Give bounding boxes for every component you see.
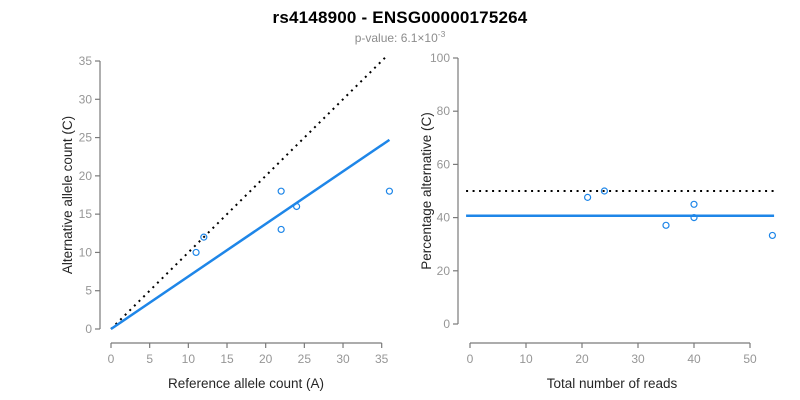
x-tick-label: 30 [631, 352, 645, 366]
y-tick-label: 0 [85, 322, 92, 336]
fit-line [110, 138, 391, 331]
y-tick-label: 20 [437, 264, 451, 278]
data-point [385, 187, 394, 195]
y-tick-label: 5 [85, 284, 92, 298]
y-tick-label: 60 [437, 157, 451, 171]
y-tick-label: 15 [79, 207, 93, 221]
x-tick-label: 20 [575, 352, 589, 366]
y-tick-label: 20 [79, 169, 93, 183]
x-tick-label: 0 [467, 352, 474, 366]
x-tick-label: 25 [298, 352, 312, 366]
y-tick-label: 35 [79, 54, 93, 68]
y-tick-label: 10 [79, 245, 93, 259]
data-point [600, 187, 609, 195]
x-tick-label: 50 [743, 352, 757, 366]
x-tick-label: 10 [519, 352, 533, 366]
y-tick-label: 0 [443, 317, 450, 331]
data-point [293, 202, 301, 211]
data-point [690, 200, 698, 208]
y-tick-label: 25 [79, 131, 93, 145]
x-axis-title: Total number of reads [547, 376, 678, 391]
x-tick-label: 10 [182, 352, 196, 366]
data-point [690, 214, 698, 222]
data-point [583, 193, 592, 201]
data-point [277, 187, 285, 195]
x-axis-title: Reference allele count (A) [168, 376, 324, 391]
x-tick-label: 40 [687, 352, 701, 366]
x-tick-label: 30 [336, 352, 350, 366]
data-point [192, 248, 200, 257]
y-axis-title: Alternative allele count (C) [60, 116, 75, 274]
data-point [277, 225, 285, 234]
y-tick-label: 100 [430, 51, 450, 65]
y-tick-label: 80 [437, 104, 451, 118]
y-axis-title: Percentage alternative (C) [419, 112, 434, 270]
data-point [200, 233, 208, 241]
x-tick-label: 5 [146, 352, 153, 366]
identity-line [110, 54, 389, 330]
x-tick-label: 35 [375, 352, 389, 366]
y-tick-label: 30 [79, 92, 93, 106]
x-tick-label: 15 [220, 352, 234, 366]
x-tick-label: 20 [259, 352, 273, 366]
x-tick-label: 0 [108, 352, 115, 366]
data-point [768, 231, 777, 240]
data-point [662, 221, 670, 229]
y-tick-label: 40 [437, 211, 451, 225]
